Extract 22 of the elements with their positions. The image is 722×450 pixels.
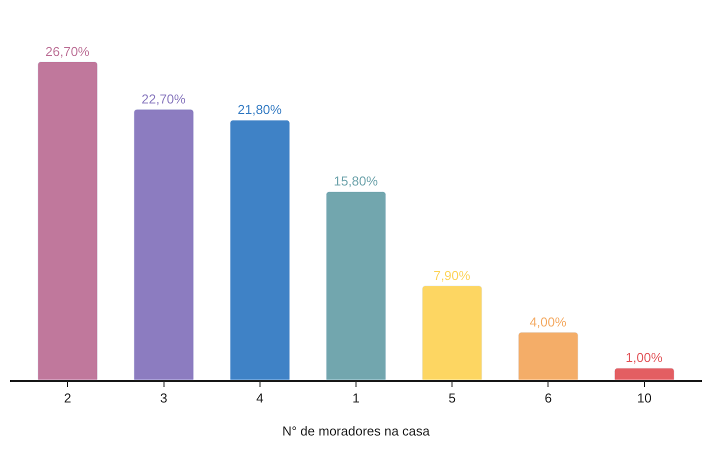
data-label: 7,90%: [433, 268, 471, 283]
bar: [38, 62, 98, 380]
x-tick-label: 1: [352, 390, 360, 406]
data-label: 21,80%: [238, 102, 282, 118]
bar: [230, 120, 290, 380]
x-tick-label: 2: [64, 390, 72, 406]
data-label: 26,70%: [45, 44, 90, 59]
bar: [326, 191, 386, 380]
bar: [422, 286, 482, 380]
bar: [614, 368, 674, 380]
x-axis-title: N° de moradores na casa: [282, 423, 431, 438]
x-tick-label: 6: [544, 390, 552, 406]
x-tick-label: 3: [160, 390, 168, 406]
bar: [134, 109, 194, 380]
bar: [518, 332, 578, 380]
x-tick-label: 4: [256, 390, 264, 406]
data-label: 22,70%: [142, 91, 186, 106]
data-label: 1,00%: [626, 350, 663, 366]
data-label: 4,00%: [530, 314, 567, 330]
x-tick-label: 5: [448, 390, 456, 406]
data-label: 15,80%: [334, 174, 378, 189]
x-tick-label: 10: [637, 390, 652, 406]
